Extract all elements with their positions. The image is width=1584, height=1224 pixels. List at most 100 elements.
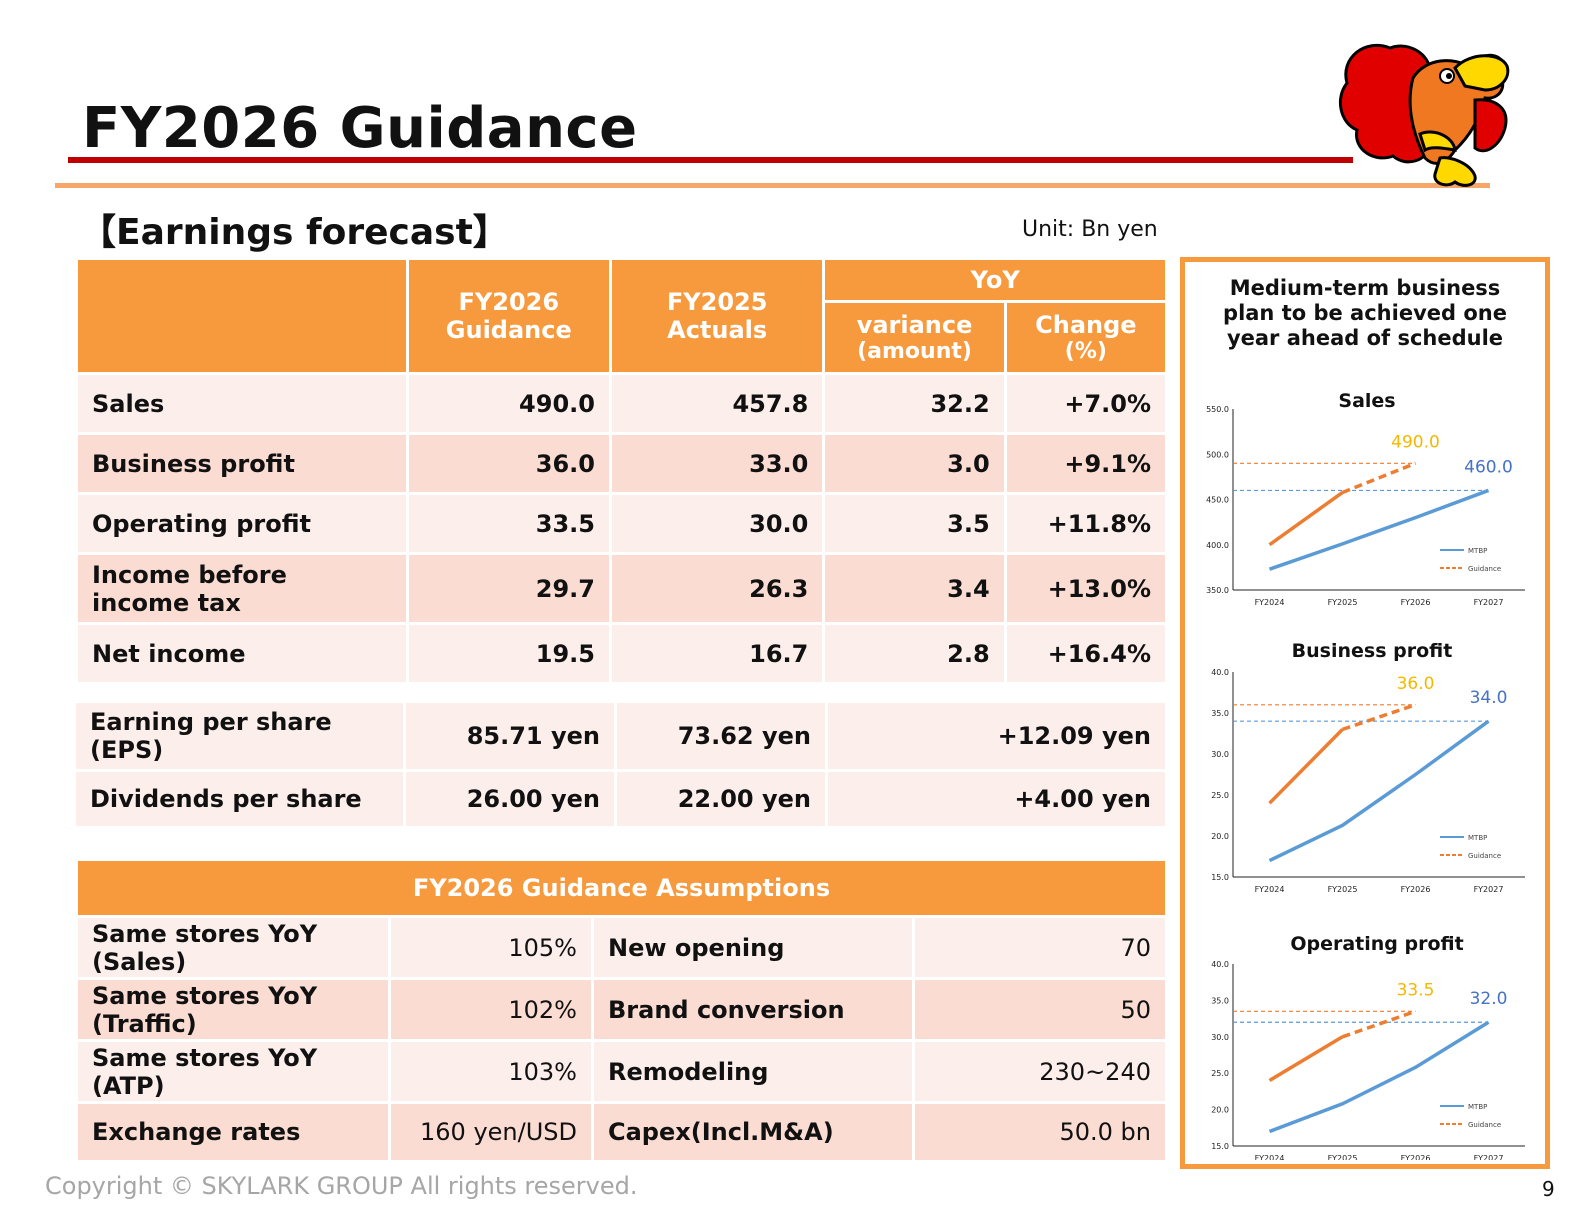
table-row: Sales 490.0 457.8 32.2 +7.0%: [78, 375, 1165, 432]
header-divider: [55, 183, 1490, 188]
variance-value: 3.5: [825, 495, 1004, 552]
x-tick-label: FY2025: [1328, 598, 1358, 607]
guidance-value: 33.5: [408, 495, 609, 552]
variance-value: 3.0: [825, 435, 1004, 492]
business-profit-chart-svg: 40.0 35.0 30.0 25.0 20.0 15.0 FY2024 FY2025 FY20…: [1211, 668, 1525, 894]
legend-guidance-label: Guidance: [1468, 1121, 1501, 1129]
variance-value: 2.8: [825, 625, 1004, 682]
assumption-label: Exchange rates: [78, 1104, 388, 1160]
sales-chart: Sales 550.0 500.0 450.0 400.0 350.0 FY2024 FY2…: [1185, 387, 1545, 612]
row-label: Dividends per share: [76, 772, 403, 826]
variance-value: 3.4: [825, 555, 1004, 622]
assumptions-table: FY2026 Guidance Assumptions Same stores …: [75, 858, 1168, 1163]
header-fy2026-guidance: FY2026 Guidance: [408, 260, 609, 372]
y-tick-label: 450.0: [1206, 496, 1229, 505]
business-profit-chart: Business profit 40.0 35.0 30.0 25.0 20.0 15.0…: [1185, 637, 1545, 894]
y-tick-label: 40.0: [1211, 960, 1229, 969]
guidance-forecast-line: [1341, 1009, 1417, 1039]
legend-guidance-label: Guidance: [1468, 852, 1501, 860]
mtbp-series-line: [1268, 719, 1490, 863]
chart-title: Business profit: [1291, 640, 1453, 662]
y-tick-label: 15.0: [1211, 873, 1229, 882]
guidance-series-line: [1268, 728, 1344, 805]
change-value: +9.1%: [1006, 435, 1165, 492]
chart-title: Sales: [1338, 390, 1396, 412]
x-tick-label: FY2026: [1401, 885, 1431, 892]
y-tick-label: 15.0: [1211, 1142, 1229, 1151]
page-title: FY2026 Guidance: [82, 96, 638, 161]
y-tick-label: 30.0: [1211, 750, 1229, 759]
mtbp-series-line: [1268, 1020, 1490, 1134]
guidance-series-line: [1268, 491, 1344, 547]
x-tick-label: FY2027: [1474, 598, 1504, 607]
x-tick-label: FY2026: [1401, 598, 1431, 607]
table-row: Earning per share (EPS) 85.71 yen 73.62 …: [76, 703, 1165, 769]
guidance-data-label: 33.5: [1397, 980, 1435, 1000]
row-label: Business profit: [78, 435, 406, 492]
header-fy2025-actuals: FY2025 Actuals: [611, 260, 823, 372]
change-value: +7.0%: [1006, 375, 1165, 432]
guidance-series-line: [1268, 1035, 1344, 1082]
guidance-forecast-line: [1341, 461, 1417, 495]
table-row: Operating profit 33.5 30.0 3.5 +11.8%: [78, 495, 1165, 552]
x-tick-label: FY2027: [1474, 1154, 1504, 1160]
y-tick-label: 25.0: [1211, 791, 1229, 800]
table-row: Same stores YoY (ATP) 103% Remodeling 23…: [78, 1042, 1165, 1101]
table-row: Exchange rates 160 yen/USD Capex(Incl.M&…: [78, 1104, 1165, 1160]
y-tick-label: 400.0: [1206, 541, 1229, 550]
x-tick-label: FY2024: [1255, 598, 1285, 607]
assumption-label: Same stores YoY (Traffic): [78, 980, 388, 1039]
guidance-value: 19.5: [408, 625, 609, 682]
mtbp-series-line: [1268, 488, 1490, 571]
guidance-value: 26.00 yen: [406, 772, 614, 826]
header-variance: variance (amount): [825, 303, 1004, 372]
actuals-value: 457.8: [611, 375, 823, 432]
section-subtitle: 【Earnings forecast】: [80, 212, 509, 253]
table-row: Same stores YoY (Sales) 105% New opening…: [78, 918, 1165, 977]
row-label: Earning per share (EPS): [76, 703, 403, 769]
assumption-value: 105%: [391, 918, 591, 977]
yoy-value: +12.09 yen: [828, 703, 1165, 769]
copyright-notice: Copyright © SKYLARK GROUP All rights res…: [45, 1172, 638, 1200]
y-tick-label: 35.0: [1211, 709, 1229, 718]
legend-mtbp-label: MTBP: [1468, 834, 1487, 842]
row-label: Operating profit: [78, 495, 406, 552]
actuals-value: 33.0: [611, 435, 823, 492]
assumption-label: Same stores YoY (Sales): [78, 918, 388, 977]
x-tick-label: FY2025: [1328, 885, 1358, 892]
y-tick-label: 550.0: [1206, 405, 1229, 414]
title-underline: [68, 157, 1353, 163]
row-label: Net income: [78, 625, 406, 682]
operating-profit-chart: Operating profit 40.0 35.0 30.0 25.0 20.0 15.…: [1185, 930, 1545, 1163]
assumption-label: New opening: [594, 918, 912, 977]
assumption-value: 50: [915, 980, 1165, 1039]
guidance-forecast-line: [1341, 703, 1417, 732]
table-row: Same stores YoY (Traffic) 102% Brand con…: [78, 980, 1165, 1039]
assumptions-title: FY2026 Guidance Assumptions: [78, 861, 1165, 915]
guidance-data-label: 36.0: [1397, 674, 1435, 694]
y-tick-label: 350.0: [1206, 586, 1229, 595]
change-value: +13.0%: [1006, 555, 1165, 622]
mascot-logo: [1338, 43, 1510, 187]
legend-guidance-label: Guidance: [1468, 565, 1501, 573]
header-change: Change (%): [1006, 303, 1165, 372]
row-label: Sales: [78, 375, 406, 432]
mtbp-data-label: 32.0: [1470, 989, 1508, 1009]
sales-chart-svg: 550.0 500.0 450.0 400.0 350.0 FY2024 FY2025 FY2…: [1206, 405, 1525, 607]
actuals-value: 30.0: [611, 495, 823, 552]
table-row: Income before income tax 29.7 26.3 3.4 +…: [78, 555, 1165, 622]
assumption-value: 103%: [391, 1042, 591, 1101]
y-tick-label: 40.0: [1211, 668, 1229, 677]
y-tick-label: 500.0: [1206, 450, 1229, 459]
unit-label: Unit: Bn yen: [1022, 217, 1158, 242]
page-number: 9: [1542, 1177, 1555, 1201]
x-tick-label: FY2024: [1255, 1154, 1285, 1160]
change-value: +16.4%: [1006, 625, 1165, 682]
y-tick-label: 20.0: [1211, 1106, 1229, 1115]
per-share-table: Earning per share (EPS) 85.71 yen 73.62 …: [73, 700, 1168, 829]
earnings-table: FY2026 Guidance FY2025 Actuals YoY varianc…: [75, 257, 1168, 685]
actuals-value: 22.00 yen: [617, 772, 825, 826]
row-label: Income before income tax: [78, 555, 406, 622]
mtbp-data-label: 460.0: [1464, 457, 1513, 477]
mtbp-sidebar: Medium-term business plan to be achieved…: [1180, 257, 1550, 1169]
